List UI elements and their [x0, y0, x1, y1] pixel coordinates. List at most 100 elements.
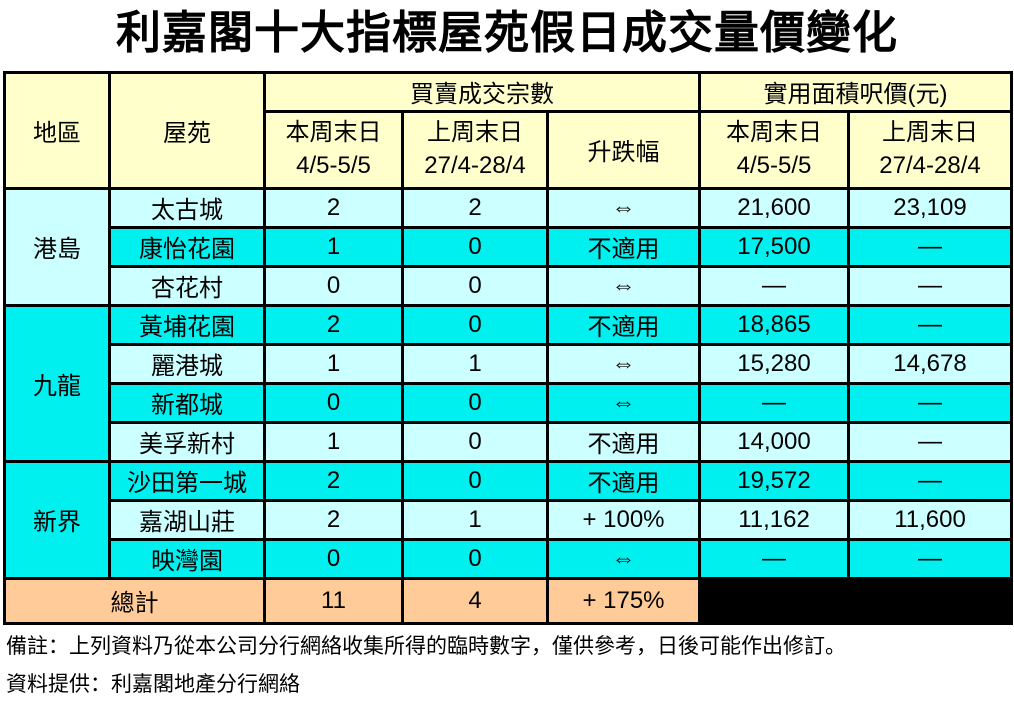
change-value: ⇔	[546, 264, 701, 307]
tx-this-weekend: 2	[263, 459, 404, 502]
table-row: 美孚新村 1 0 不適用 14,000 —	[5, 420, 1014, 463]
tx-this-weekend: 0	[263, 381, 404, 424]
tx-last-weekend: 0	[401, 459, 549, 502]
price-this-weekend: 17,500	[698, 225, 850, 268]
change-value: 不適用	[546, 303, 701, 346]
table-row: 麗港城 1 1 ⇔ 15,280 14,678	[5, 342, 1014, 385]
total-price-blank	[697, 576, 1014, 625]
tx-last-weekend: 0	[401, 303, 549, 346]
col-header-price-last-weekend: 上周末日 27/4-28/4	[846, 109, 1014, 190]
price-this-weekend: 15,280	[698, 342, 850, 385]
price-last-weekend: —	[846, 459, 1014, 502]
price-last-weekend: —	[846, 264, 1014, 307]
estate-name: 杏花村	[108, 264, 266, 307]
tx-last-weekend: 1	[401, 342, 549, 385]
estate-name: 沙田第一城	[108, 459, 266, 502]
total-row: 總計 11 4 + 175%	[3, 576, 1014, 625]
table-row: 新都城 0 0 ⇔ — —	[5, 381, 1014, 424]
region-cell-hong-kong-island: 港島	[3, 186, 111, 307]
table-body: 港島 太古城 2 2 ⇔ 21,600 23,109 康怡花園 1 0 不適用 …	[3, 186, 1014, 580]
total-tx-this-weekend: 11	[263, 576, 404, 625]
change-value: 不適用	[546, 459, 701, 502]
price-this-weekend: 19,572	[698, 459, 850, 502]
tx-this-weekend: 1	[263, 420, 404, 463]
price-last-weekend: —	[846, 537, 1014, 580]
col-header-region: 地區	[3, 70, 111, 190]
header-two-line: 本周末日 4/5-5/5	[268, 115, 400, 185]
total-change: + 175%	[546, 576, 701, 625]
header-label: 上周末日	[882, 119, 978, 147]
total-tx-last-weekend: 4	[401, 576, 549, 625]
header-two-line: 上周末日 27/4-28/4	[852, 115, 1009, 185]
region-cell-new-territories: 新界	[3, 459, 111, 580]
footnote-source: 資料提供：利嘉閣地產分行網絡	[6, 672, 300, 696]
header-row-sub: 本周末日 4/5-5/5 上周末日 27/4-28/4 升跌幅 本周末日 4/5…	[5, 109, 1014, 190]
footnote-remark: 備註：上列資料乃從本公司分行網絡收集所得的臨時數字，僅供參考，日後可能作出修訂。	[6, 634, 846, 658]
tx-this-weekend: 1	[263, 225, 404, 268]
tx-this-weekend: 0	[263, 537, 404, 580]
change-value: ⇔	[546, 186, 701, 229]
tx-this-weekend: 2	[263, 303, 404, 346]
estate-name: 映灣園	[108, 537, 266, 580]
header-two-line: 本周末日 4/5-5/5	[703, 115, 846, 185]
header-dates: 27/4-28/4	[424, 152, 526, 180]
col-header-price-this-weekend: 本周末日 4/5-5/5	[698, 109, 850, 190]
change-value: ⇔	[546, 381, 701, 424]
group-header-transactions: 買賣成交宗數	[263, 70, 701, 113]
price-last-weekend: —	[846, 303, 1014, 346]
header-dates: 27/4-28/4	[879, 152, 981, 180]
price-last-weekend: —	[846, 420, 1014, 463]
price-this-weekend: 14,000	[698, 420, 850, 463]
table-footer: 總計 11 4 + 175%	[3, 576, 1014, 625]
tx-last-weekend: 0	[401, 225, 549, 268]
tx-this-weekend: 1	[263, 342, 404, 385]
tx-last-weekend: 0	[401, 381, 549, 424]
table-row: 康怡花園 1 0 不適用 17,500 —	[5, 225, 1014, 268]
tx-last-weekend: 0	[401, 537, 549, 580]
header-label: 本周末日	[285, 119, 382, 147]
estate-name: 康怡花園	[108, 225, 266, 268]
tx-last-weekend: 2	[401, 186, 549, 229]
price-last-weekend: —	[846, 381, 1014, 424]
change-value: + 100%	[546, 498, 701, 541]
price-this-weekend: —	[698, 537, 850, 580]
tx-last-weekend: 1	[401, 498, 549, 541]
change-value: ⇔	[546, 342, 701, 385]
col-header-estate: 屋苑	[108, 70, 266, 190]
transactions-table: 地區 屋苑 買賣成交宗數 實用面積呎價(元) 本周末日 4/5-5/5 上周末日…	[3, 70, 1014, 625]
table-row: 港島 太古城 2 2 ⇔ 21,600 23,109	[3, 186, 1014, 307]
table-row: 映灣園 0 0 ⇔ — —	[5, 537, 1014, 580]
estate-name: 太古城	[108, 186, 266, 229]
group-header-price: 實用面積呎價(元)	[697, 70, 1014, 113]
tx-last-weekend: 0	[401, 420, 549, 463]
price-this-weekend: —	[698, 264, 850, 307]
price-this-weekend: 21,600	[698, 186, 850, 229]
table-row: 九龍 黃埔花園 2 0 不適用 18,865 —	[3, 303, 1014, 463]
footnotes: 備註：上列資料乃從本公司分行網絡收集所得的臨時數字，僅供參考，日後可能作出修訂。…	[6, 633, 1014, 700]
total-label: 總計	[3, 576, 266, 625]
table-row: 嘉湖山莊 2 1 + 100% 11,162 11,600	[5, 498, 1014, 541]
header-row-groups: 地區 屋苑 買賣成交宗數 實用面積呎價(元)	[3, 70, 1014, 190]
change-value: 不適用	[546, 420, 701, 463]
price-this-weekend: 18,865	[698, 303, 850, 346]
price-last-weekend: —	[846, 225, 1014, 268]
region-cell-kowloon: 九龍	[3, 303, 111, 463]
header-label: 本周末日	[726, 119, 822, 147]
table-row: 新界 沙田第一城 2 0 不適用 19,572 —	[3, 459, 1014, 580]
header-two-line: 上周末日 27/4-28/4	[406, 115, 545, 185]
estate-name: 嘉湖山莊	[108, 498, 266, 541]
change-value: 不適用	[546, 225, 701, 268]
price-this-weekend: —	[698, 381, 850, 424]
table-row: 杏花村 0 0 ⇔ — —	[5, 264, 1014, 307]
price-last-weekend: 14,678	[846, 342, 1014, 385]
price-this-weekend: 11,162	[698, 498, 850, 541]
price-last-weekend: 11,600	[846, 498, 1014, 541]
header-dates: 4/5-5/5	[736, 152, 812, 180]
col-header-change: 升跌幅	[546, 109, 701, 190]
header-dates: 4/5-5/5	[296, 152, 371, 180]
tx-this-weekend: 2	[263, 498, 404, 541]
estate-name: 黃埔花園	[108, 303, 266, 346]
col-header-tx-this-weekend: 本周末日 4/5-5/5	[263, 109, 404, 190]
header-label: 上周末日	[427, 119, 523, 147]
